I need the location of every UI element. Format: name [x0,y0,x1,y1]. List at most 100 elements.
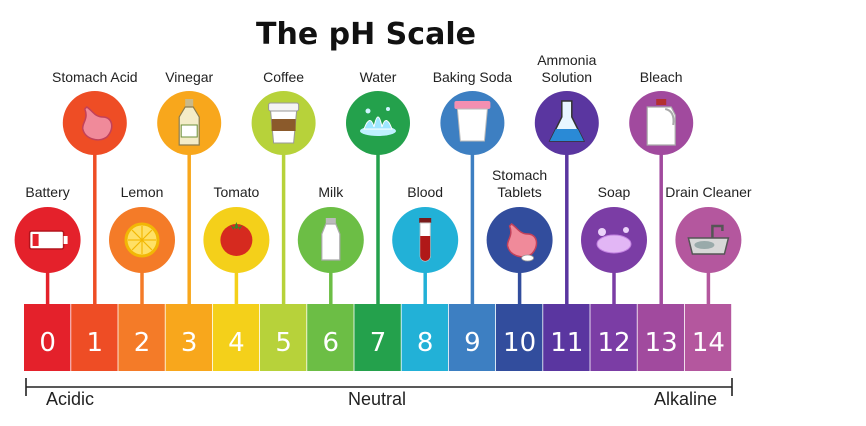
ph-box [354,304,401,371]
ph-box [212,304,260,371]
sink-icon [687,224,730,255]
ph-number: 0 [39,328,56,358]
ph-number: 2 [134,328,151,358]
substance-label: Lemon [121,184,164,200]
ph-level-7: 7 [354,304,401,371]
ph-level-6: 6 [307,304,354,371]
lemon-icon [124,222,160,258]
ph-box [307,304,354,371]
ph-number: 3 [181,328,198,358]
acid-alkaline-axis: Acidic Neutral Alkaline [25,378,733,409]
ph-box [448,304,496,371]
substance-soap: Soap [581,184,647,273]
substance-label: Stomach Acid [52,69,138,85]
ph-box [543,304,590,371]
substance-label: Coffee [263,69,304,85]
ph-number: 11 [550,328,583,358]
substance-label: Tomato [213,184,259,200]
ph-number: 5 [275,328,292,358]
vinegar-bottle-icon [178,99,200,146]
baking-soda-icon [454,101,491,142]
substance-label: Soap [598,184,631,200]
ph-level-3: 3 [165,304,212,371]
ph-box [684,304,732,371]
substance-label: Water [360,69,397,85]
diagram-title: The pH Scale [256,17,476,52]
ph-level-0: 0 [24,304,71,371]
ph-box [590,304,637,371]
substance-label: Bleach [640,69,683,85]
flask-icon [548,100,586,142]
blood-tube-icon [419,218,432,262]
substance-label: Vinegar [165,69,213,85]
ph-level-2: 2 [118,304,165,371]
ph-number: 12 [597,328,630,358]
substance-bleach: Bleach [629,69,694,155]
ph-number: 14 [692,328,725,358]
stomach-tablets-icon [506,223,538,262]
stomach-icon [82,106,113,141]
battery-icon [28,230,68,250]
milk-bottle-icon [321,218,341,261]
ph-level-4: 4 [212,304,260,371]
substance-milk: Milk [297,184,364,273]
ph-level-13: 13 [637,304,684,371]
ph-number: 1 [87,328,104,358]
water-splash-icon [360,107,396,136]
ph-number: 4 [228,328,245,358]
substance-drain-cleaner: Drain Cleaner [665,184,752,273]
substance-label: Blood [407,184,443,200]
substance-baking-soda: Baking Soda [433,69,513,155]
ph-box [24,304,71,371]
ph-level-9: 9 [448,304,496,371]
substance-water: Water [346,69,410,155]
substance-label: Drain Cleaner [665,184,752,200]
ph-level-10: 10 [496,304,543,371]
substance-label: Baking Soda [433,69,513,85]
substance-label: Tablets [497,184,541,200]
ph-number: 8 [417,328,434,358]
bleach-jug-icon [646,99,676,146]
coffee-cup-icon [268,102,300,144]
ph-number-strip: 0 1 2 3 4 5 6 7 8 9 10 11 12 13 14 [24,304,732,371]
substance-label: Ammonia [537,52,596,68]
neutral-label: Neutral [348,389,406,409]
ph-box [401,304,448,371]
ph-box [165,304,212,371]
ph-level-1: 1 [71,304,118,371]
ph-box [637,304,684,371]
ph-level-14: 14 [684,304,732,371]
substance-label: Battery [25,184,69,200]
ph-box [71,304,118,371]
connector-lines [45,153,711,304]
tomato-icon [220,222,253,256]
ph-level-12: 12 [590,304,637,371]
ph-box [260,304,307,371]
ph-number: 6 [323,328,340,358]
ph-level-5: 5 [260,304,307,371]
ph-number: 9 [464,328,481,358]
substance-stomach-acid: Stomach Acid [52,69,138,155]
ph-number: 7 [370,328,387,358]
ph-box [118,304,165,371]
substance-nodes: Battery Stomach Acid Lemon Vinegar Tomato Cof… [14,52,752,273]
substance-label: Solution [542,69,593,85]
substance-vinegar: Vinegar [157,69,222,155]
substance-coffee: Coffee [251,69,316,155]
substance-label: Stomach [492,167,547,183]
ph-box [496,304,543,371]
ph-level-11: 11 [543,304,590,371]
alkaline-label: Alkaline [654,389,717,409]
substance-blood: Blood [392,184,459,273]
soap-icon [596,227,632,254]
substance-lemon: Lemon [109,184,175,273]
ph-number: 13 [645,328,678,358]
substance-tomato: Tomato [203,184,270,273]
substance-battery: Battery [14,184,81,273]
acidic-label: Acidic [46,389,94,409]
substance-label: Milk [318,184,344,200]
ph-level-8: 8 [401,304,448,371]
